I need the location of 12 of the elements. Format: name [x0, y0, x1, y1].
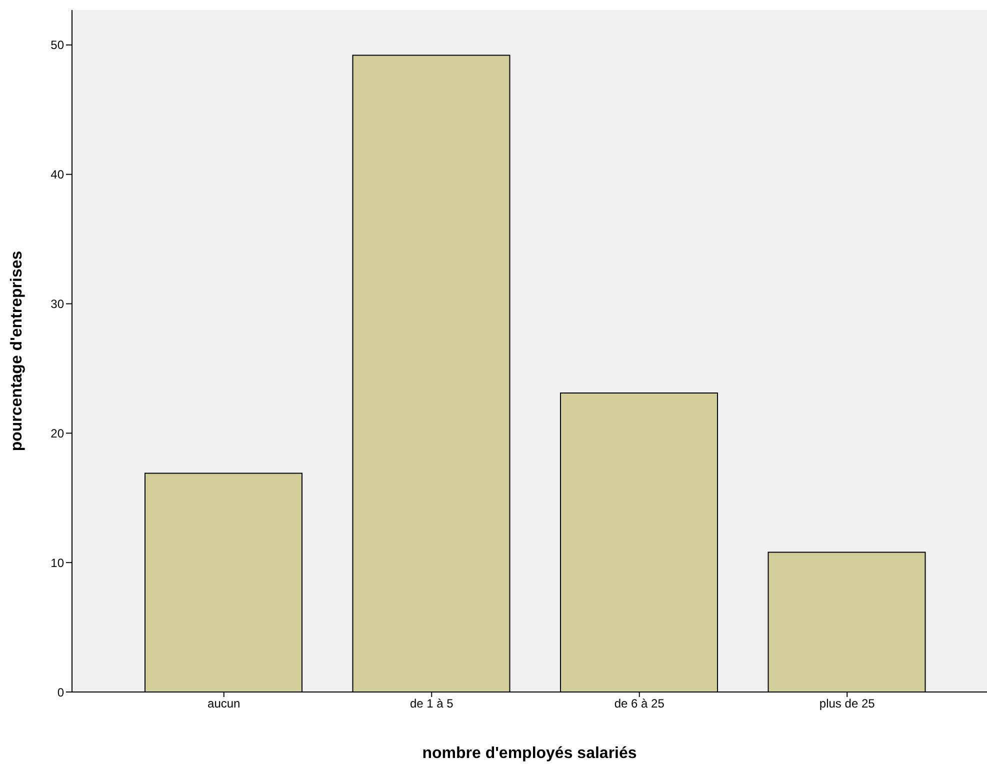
x-tick-label: de 1 à 5: [410, 696, 454, 711]
y-tick-label: 10: [50, 556, 64, 570]
y-tick-label: 20: [50, 426, 64, 440]
y-axis-title: pourcentage d'entreprises: [8, 250, 26, 452]
x-tick-label: de 6 à 25: [614, 696, 665, 711]
x-axis-title: nombre d'employés salariés: [422, 745, 637, 762]
x-tick-label: plus de 25: [819, 696, 876, 711]
y-tick-label: 50: [50, 38, 64, 52]
y-tick-label: 0: [57, 685, 64, 700]
x-tick-label: aucun: [208, 696, 240, 711]
y-tick-label: 40: [50, 168, 64, 182]
y-tick-label: 30: [50, 297, 64, 312]
